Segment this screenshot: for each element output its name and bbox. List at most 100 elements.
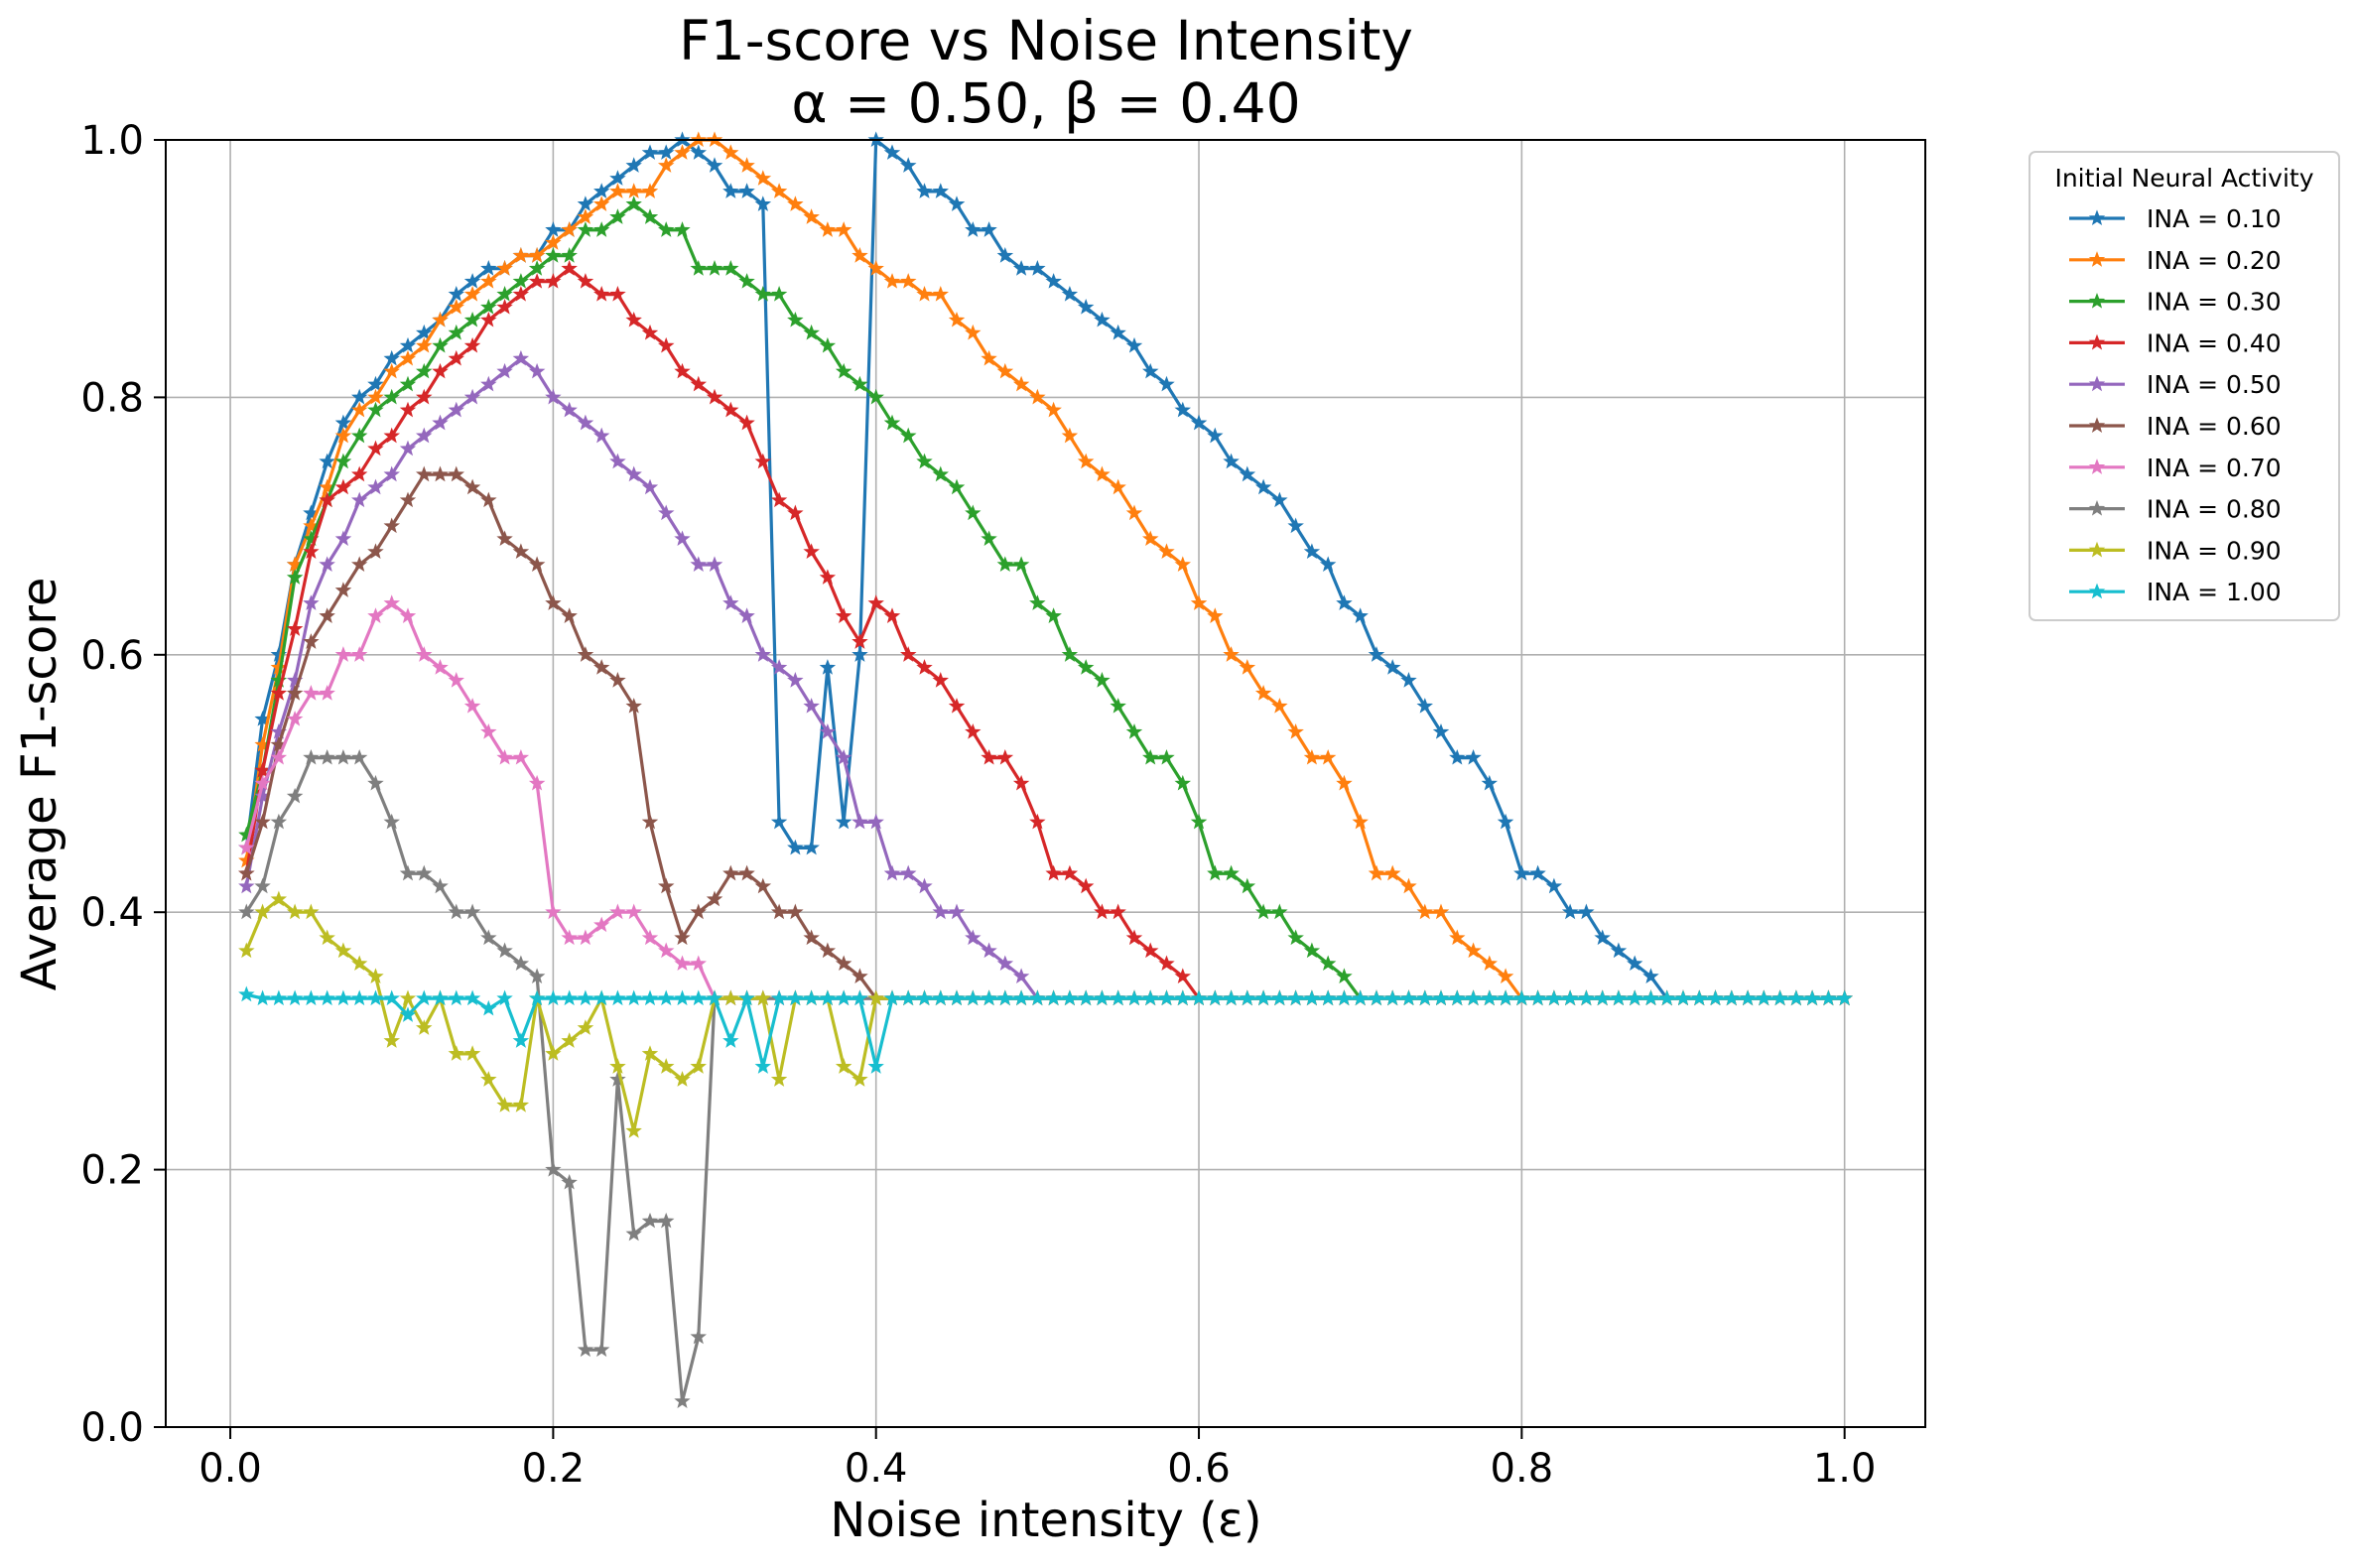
data-point bbox=[593, 659, 610, 675]
data-point bbox=[674, 362, 691, 379]
data-point bbox=[1497, 968, 1514, 984]
data-point bbox=[867, 388, 884, 405]
data-point bbox=[463, 273, 481, 289]
data-point bbox=[722, 594, 739, 610]
data-point bbox=[1271, 903, 1288, 920]
chart-title: F1-score vs Noise Intensity bbox=[679, 9, 1413, 72]
data-point bbox=[1125, 989, 1143, 1006]
data-point bbox=[1787, 989, 1805, 1006]
data-point bbox=[367, 375, 384, 392]
data-point bbox=[496, 260, 513, 276]
x-tick-label: 0.8 bbox=[1491, 1446, 1554, 1492]
data-point bbox=[803, 839, 820, 855]
data-point bbox=[1045, 273, 1062, 289]
data-point bbox=[1012, 968, 1030, 984]
data-point bbox=[496, 748, 513, 765]
data-point bbox=[1336, 968, 1353, 984]
data-point bbox=[819, 221, 837, 237]
x-tick-label: 0.4 bbox=[845, 1446, 908, 1492]
data-point bbox=[1690, 989, 1708, 1006]
data-point bbox=[528, 362, 546, 379]
legend-label: INA = 1.00 bbox=[2147, 578, 2282, 606]
data-point bbox=[819, 659, 837, 675]
data-point bbox=[351, 401, 368, 418]
data-point bbox=[1610, 942, 1628, 959]
data-point bbox=[416, 864, 433, 881]
data-point bbox=[593, 916, 610, 933]
data-point bbox=[609, 1071, 626, 1087]
data-point bbox=[593, 221, 610, 237]
data-point bbox=[448, 672, 464, 688]
data-point bbox=[463, 698, 481, 714]
data-point bbox=[851, 989, 868, 1006]
data-point bbox=[1061, 989, 1079, 1006]
data-point bbox=[625, 698, 642, 714]
data-point bbox=[932, 672, 949, 688]
data-point bbox=[593, 1341, 610, 1358]
data-point bbox=[577, 929, 594, 946]
legend-item: INA = 0.70 bbox=[2069, 454, 2282, 482]
data-point bbox=[415, 1019, 433, 1035]
data-point bbox=[1110, 989, 1126, 1006]
data-point bbox=[463, 903, 481, 920]
data-point bbox=[1432, 722, 1450, 739]
data-point bbox=[1125, 722, 1143, 739]
data-point bbox=[561, 607, 578, 623]
y-tick-label: 0.0 bbox=[80, 1405, 144, 1451]
data-point bbox=[1077, 298, 1095, 315]
data-point bbox=[1545, 989, 1563, 1006]
legend-label: INA = 0.30 bbox=[2147, 288, 2282, 317]
data-point bbox=[690, 1328, 707, 1345]
data-point bbox=[270, 813, 288, 830]
data-point bbox=[496, 285, 513, 302]
data-point bbox=[787, 311, 804, 327]
legend-marker bbox=[2088, 417, 2106, 434]
data-point bbox=[545, 247, 562, 263]
data-point bbox=[1368, 989, 1385, 1006]
data-point bbox=[367, 388, 384, 405]
data-point bbox=[1125, 504, 1143, 521]
data-point bbox=[238, 839, 255, 855]
data-point bbox=[286, 989, 304, 1006]
data-point bbox=[803, 989, 820, 1006]
data-point bbox=[1239, 989, 1256, 1006]
data-point bbox=[835, 362, 852, 379]
data-point bbox=[609, 170, 626, 186]
data-point bbox=[1303, 543, 1321, 560]
data-point bbox=[319, 556, 335, 573]
data-point bbox=[819, 989, 837, 1006]
legend-marker bbox=[2088, 251, 2106, 267]
data-point bbox=[1416, 698, 1433, 714]
data-point bbox=[625, 903, 642, 920]
data-point bbox=[1352, 813, 1369, 830]
data-point bbox=[1642, 968, 1659, 984]
data-point bbox=[738, 183, 755, 198]
data-point bbox=[657, 1058, 675, 1074]
legend-item: INA = 0.60 bbox=[2069, 412, 2282, 441]
data-point bbox=[819, 336, 837, 353]
data-point bbox=[480, 311, 497, 327]
data-point bbox=[996, 247, 1014, 263]
data-point bbox=[238, 903, 255, 920]
data-point bbox=[706, 556, 723, 573]
data-point bbox=[674, 1392, 691, 1409]
data-point bbox=[496, 298, 513, 315]
data-point bbox=[1561, 903, 1579, 920]
data-point bbox=[1125, 336, 1143, 353]
data-point bbox=[916, 183, 933, 198]
data-point bbox=[965, 221, 982, 237]
data-point bbox=[609, 453, 626, 469]
data-point bbox=[1094, 311, 1111, 327]
data-point bbox=[932, 183, 949, 198]
y-tick-label: 0.6 bbox=[80, 633, 144, 679]
x-axis-ticks: 0.0 0.2 0.4 0.6 0.8 1.0 bbox=[198, 1427, 1876, 1492]
data-point bbox=[480, 929, 497, 946]
data-point bbox=[1174, 556, 1191, 573]
legend-item: INA = 0.20 bbox=[2069, 246, 2282, 275]
data-point bbox=[916, 989, 933, 1006]
chart-subtitle: α = 0.50, β = 0.40 bbox=[791, 71, 1300, 135]
data-point bbox=[1223, 989, 1240, 1006]
data-point bbox=[867, 260, 884, 276]
data-point bbox=[722, 989, 739, 1006]
data-point bbox=[609, 183, 626, 198]
